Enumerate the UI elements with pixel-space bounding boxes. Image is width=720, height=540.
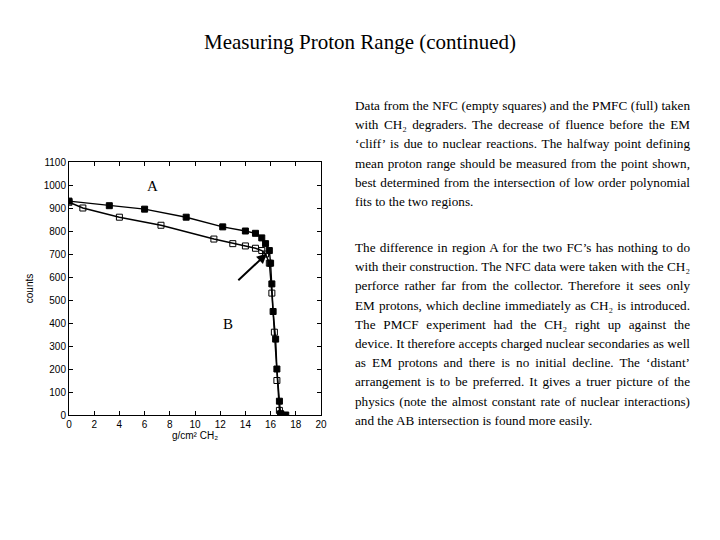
svg-text:100: 100 (49, 387, 66, 398)
svg-text:0: 0 (60, 410, 66, 421)
svg-text:A: A (147, 178, 158, 194)
svg-text:4: 4 (117, 419, 123, 430)
svg-text:8: 8 (167, 419, 173, 430)
svg-text:counts: counts (24, 274, 35, 303)
html-text:The difference in region A for: The difference in region A for the two F… (355, 240, 690, 428)
svg-text:600: 600 (49, 272, 66, 283)
svg-text:2: 2 (91, 419, 97, 430)
svg-text:6: 6 (142, 419, 148, 430)
svg-text:200: 200 (49, 364, 66, 375)
svg-text:500: 500 (49, 295, 66, 306)
svg-text:14: 14 (240, 419, 252, 430)
svg-text:10: 10 (189, 419, 201, 430)
svg-text:900: 900 (49, 203, 66, 214)
svg-text:300: 300 (49, 341, 66, 352)
svg-text:0: 0 (66, 419, 72, 430)
html-text:Data from the NFC (empty squar: Data from the NFC (empty squares) and th… (355, 98, 690, 209)
svg-text:B: B (223, 316, 233, 332)
svg-text:12: 12 (215, 419, 227, 430)
svg-text:400: 400 (49, 318, 66, 329)
svg-text:700: 700 (49, 249, 66, 260)
svg-text:1000: 1000 (44, 180, 67, 191)
html-text:Measuring Proton Range (contin: Measuring Proton Range (continued) (204, 30, 516, 54)
svg-text:16: 16 (265, 419, 277, 430)
svg-text:1100: 1100 (44, 157, 66, 168)
svg-text:18: 18 (290, 419, 302, 430)
svg-text:800: 800 (49, 226, 66, 237)
svg-text:20: 20 (315, 419, 327, 430)
svg-text:g/cm² CH₂: g/cm² CH₂ (172, 430, 218, 441)
